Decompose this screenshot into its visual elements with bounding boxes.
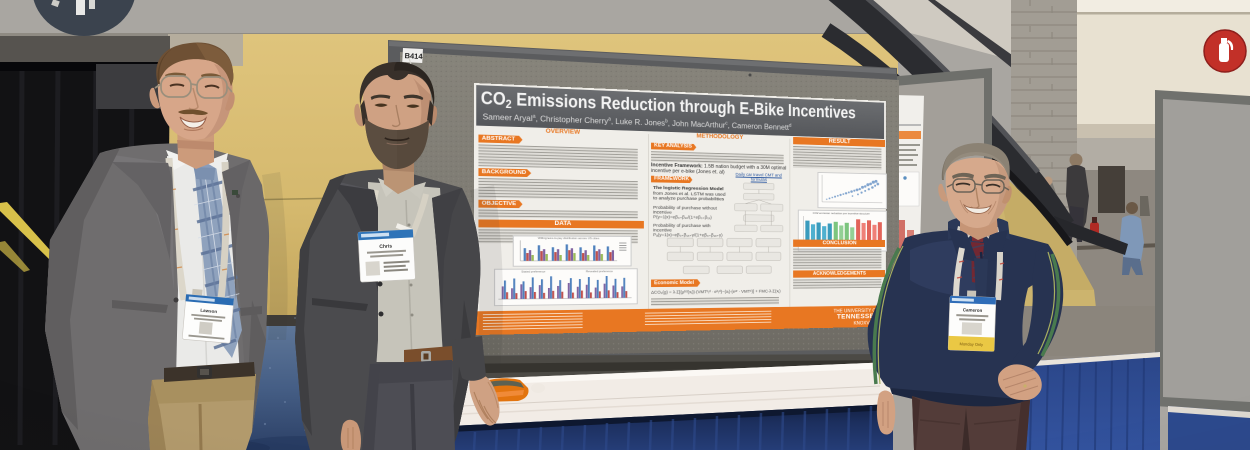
svg-text:Cameron: Cameron	[963, 307, 983, 313]
svg-text:Stated preference: Stated preference	[521, 270, 545, 274]
svg-text:Monday Only: Monday Only	[959, 341, 983, 347]
svg-text:Willingness-to-pay distributio: Willingness-to-pay distribution across U…	[538, 236, 600, 240]
svg-text:CO2 emission reduction per inc: CO2 emission reduction per incentive str…	[813, 211, 870, 215]
svg-text:Chris: Chris	[379, 243, 392, 250]
svg-text:Revealed preference: Revealed preference	[586, 269, 613, 273]
svg-text:Lawson: Lawson	[200, 308, 217, 314]
svg-text:B414: B414	[404, 51, 423, 61]
